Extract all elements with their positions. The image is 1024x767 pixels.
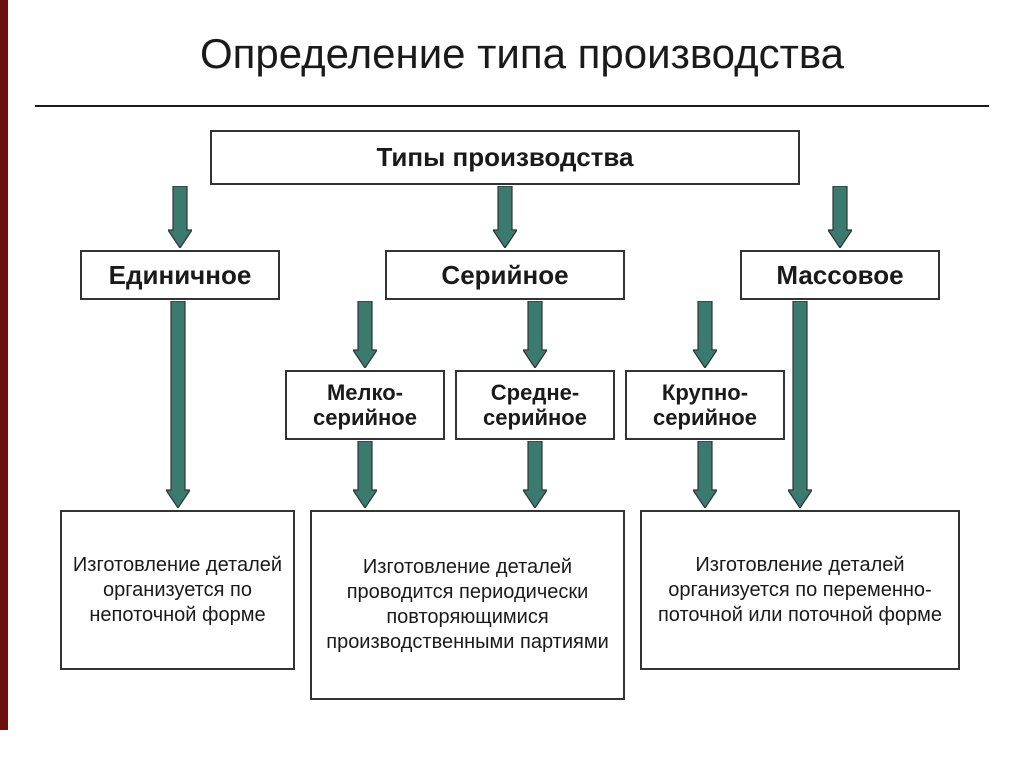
l1-box-c: Массовое xyxy=(740,250,940,300)
l3-box-a: Изготовление деталей организуется по неп… xyxy=(60,510,295,670)
root-label: Типы производства xyxy=(376,142,633,173)
arrow-icon xyxy=(353,301,377,368)
l3-label-b: Изготовление деталей проводится периодич… xyxy=(320,555,615,655)
arrow-icon xyxy=(166,301,190,508)
arrow-icon xyxy=(353,441,377,508)
l1-label-c: Массовое xyxy=(776,260,903,291)
root-box: Типы производства xyxy=(210,130,800,185)
l1-label-a: Единичное xyxy=(109,260,252,291)
l1-label-b: Серийное xyxy=(441,260,568,291)
l3-box-b: Изготовление деталей проводится периодич… xyxy=(310,510,625,700)
l2-label-c: Крупно-серийное xyxy=(635,380,775,431)
l1-box-a: Единичное xyxy=(80,250,280,300)
arrow-icon xyxy=(693,441,717,508)
l2-label-b: Средне-серийное xyxy=(465,380,605,431)
arrow-icon xyxy=(168,186,192,248)
accent-bar xyxy=(0,0,8,730)
l3-box-c: Изготовление деталей организуется по пер… xyxy=(640,510,960,670)
l2-box-a: Мелко-серийное xyxy=(285,370,445,440)
arrow-icon xyxy=(828,186,852,248)
l2-box-b: Средне-серийное xyxy=(455,370,615,440)
l1-box-b: Серийное xyxy=(385,250,625,300)
title-underline xyxy=(35,105,989,107)
arrow-icon xyxy=(523,441,547,508)
arrow-icon xyxy=(788,301,812,508)
arrow-icon xyxy=(523,301,547,368)
arrow-icon xyxy=(493,186,517,248)
arrow-icon xyxy=(693,301,717,368)
page-title: Определение типа производства xyxy=(60,30,984,78)
l3-label-c: Изготовление деталей организуется по пер… xyxy=(650,553,950,628)
l2-box-c: Крупно-серийное xyxy=(625,370,785,440)
l3-label-a: Изготовление деталей организуется по неп… xyxy=(70,553,285,628)
l2-label-a: Мелко-серийное xyxy=(295,380,435,431)
